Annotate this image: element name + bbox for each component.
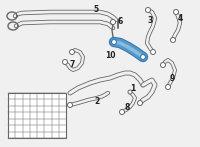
Circle shape	[68, 102, 72, 107]
Circle shape	[110, 20, 116, 25]
Text: 8: 8	[124, 102, 130, 112]
Circle shape	[138, 101, 142, 106]
Text: 9: 9	[170, 74, 175, 82]
Circle shape	[62, 60, 68, 65]
Circle shape	[166, 85, 170, 90]
Text: 1: 1	[130, 83, 136, 92]
Bar	[8, 93, 66, 138]
Circle shape	[174, 10, 179, 15]
Circle shape	[146, 7, 151, 12]
Circle shape	[160, 62, 166, 67]
Circle shape	[70, 50, 74, 55]
Text: 7: 7	[70, 60, 75, 69]
Text: 2: 2	[94, 96, 100, 106]
Circle shape	[112, 40, 116, 45]
Text: 10: 10	[106, 51, 116, 60]
Circle shape	[151, 50, 156, 55]
Circle shape	[120, 110, 124, 115]
Text: 5: 5	[93, 5, 99, 14]
Text: 6: 6	[118, 16, 123, 25]
Text: 4: 4	[178, 14, 183, 22]
Text: 3: 3	[148, 15, 153, 25]
Circle shape	[140, 55, 146, 60]
Circle shape	[128, 90, 132, 94]
Circle shape	[170, 37, 176, 42]
